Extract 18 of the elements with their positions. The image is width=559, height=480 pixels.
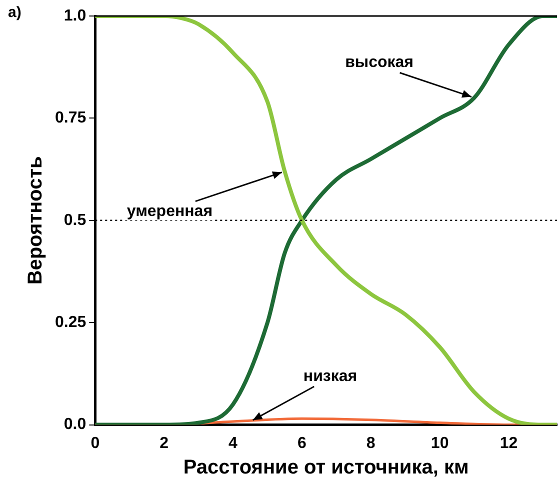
y-tick-label: 0.25	[55, 314, 86, 332]
x-tick-label: 0	[90, 434, 100, 452]
x-tick-label: 10	[430, 434, 449, 452]
x-tick-label: 2	[160, 434, 169, 452]
x-tick-label: 4	[228, 434, 238, 452]
y-tick-label: 0.75	[55, 110, 86, 127]
y-axis-title: Вероятность	[24, 156, 47, 285]
text: a)	[8, 4, 22, 21]
y-tick-label: 1.0	[64, 7, 86, 24]
x-axis-title: Расстояние от источника, км	[183, 456, 469, 479]
x-tick-label: 6	[297, 434, 306, 452]
annotation: высокая	[345, 54, 414, 72]
annotation: низкая	[303, 368, 358, 385]
y-tick-label: 0.0	[64, 416, 86, 434]
x-tick-label: 8	[366, 434, 376, 452]
x-tick-label: 12	[500, 434, 518, 452]
annotation: умеренная	[126, 202, 213, 220]
y-tick-label: 0.5	[64, 212, 86, 229]
